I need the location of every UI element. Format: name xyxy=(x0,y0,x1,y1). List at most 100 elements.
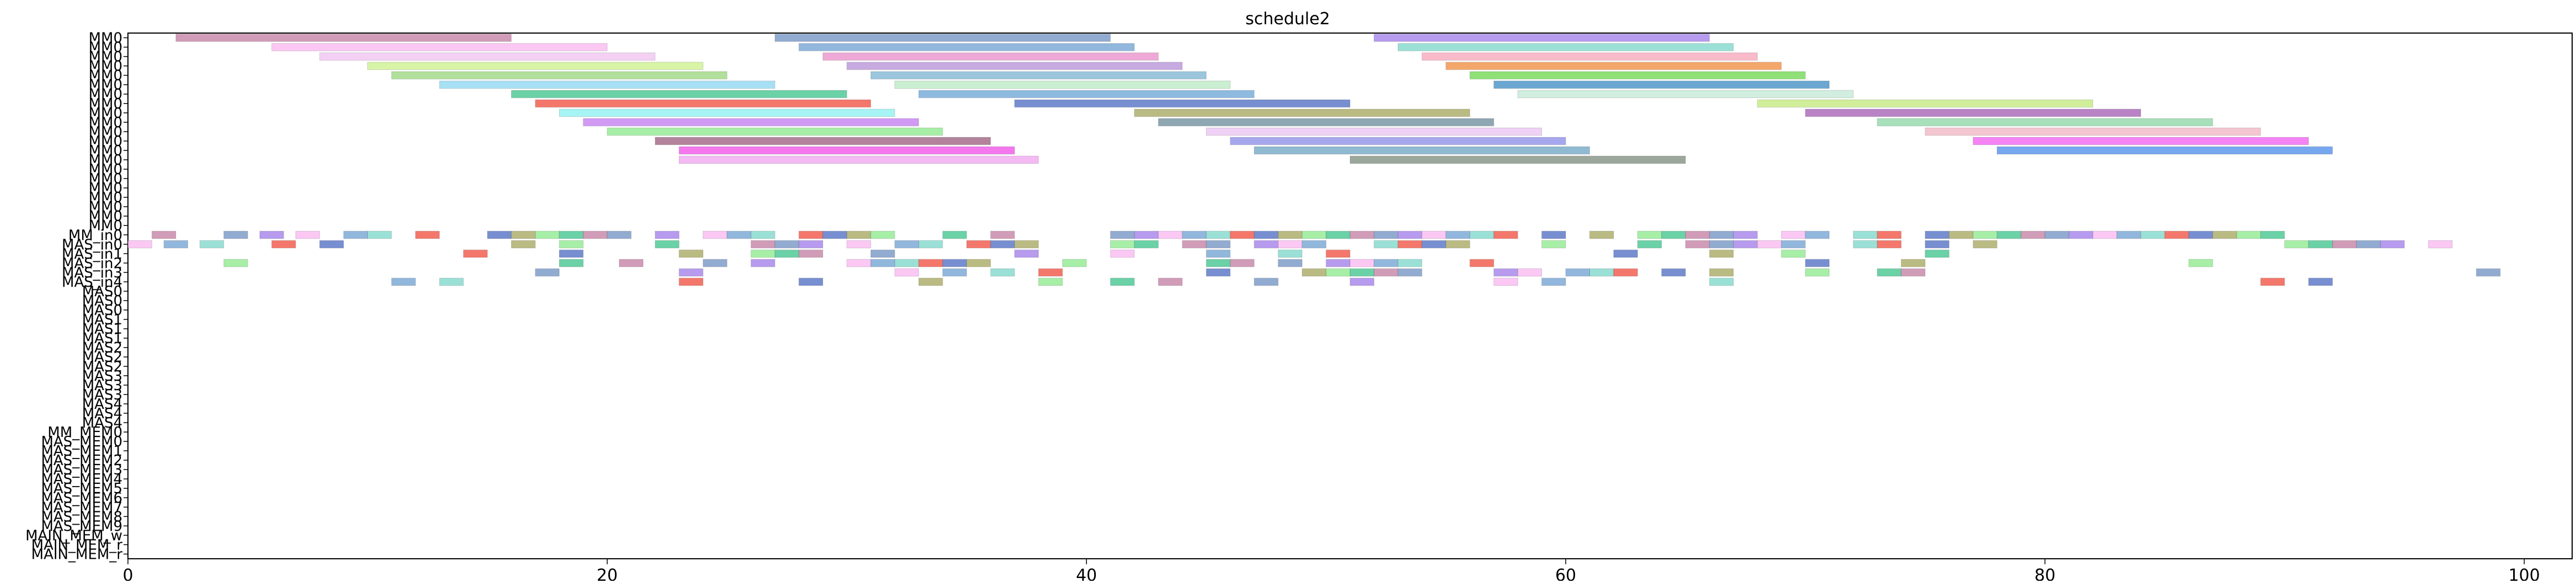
y-tick-label: MM0 xyxy=(89,143,122,159)
y-tick-label: MAS_MEM7 xyxy=(41,499,122,516)
task-bar xyxy=(1445,230,1470,239)
task-bar xyxy=(870,230,895,239)
task-bar xyxy=(1493,230,1518,239)
task-bar xyxy=(2356,240,2381,249)
task-bar xyxy=(1014,250,1039,258)
task-bar xyxy=(1326,268,1351,277)
task-bar xyxy=(1134,230,1159,239)
task-bar xyxy=(1637,240,1662,249)
task-bar xyxy=(1445,62,1782,70)
task-bar xyxy=(1326,250,1351,258)
y-tick-label: MAS_MEM9 xyxy=(41,518,122,535)
task-bar xyxy=(1349,268,1374,277)
task-bar xyxy=(1302,230,1327,239)
task-bar xyxy=(1757,240,1782,249)
task-bar xyxy=(1421,240,1447,249)
y-tick-label: MM0 xyxy=(89,199,122,215)
task-bar xyxy=(1445,240,1470,249)
task-bar xyxy=(942,268,967,277)
task-bar xyxy=(223,230,248,239)
task-bar xyxy=(535,230,560,239)
task-bar xyxy=(703,259,727,267)
y-tick-label: MAS_MEM1 xyxy=(41,443,122,460)
y-tick-label: MAS_MEM2 xyxy=(41,452,122,469)
task-bar xyxy=(1469,230,1495,239)
task-bar xyxy=(271,43,608,51)
task-bar xyxy=(1110,240,1135,249)
x-tick-label: 100 xyxy=(2508,566,2540,581)
y-tick-label: MAS2 xyxy=(82,349,122,366)
task-bar xyxy=(990,268,1015,277)
task-bar xyxy=(1589,268,1614,277)
task-bar xyxy=(1373,240,1399,249)
y-tick-label: MM0 xyxy=(89,152,122,169)
task-bar xyxy=(1517,268,1543,277)
task-bar xyxy=(1973,137,2309,145)
y-tick-label: MM0 xyxy=(89,171,122,187)
task-bar xyxy=(2092,230,2117,239)
y-tick-label: MM0 xyxy=(89,190,122,206)
task-bar xyxy=(319,240,344,249)
task-bar xyxy=(847,230,871,239)
task-bar xyxy=(1230,230,1255,239)
task-bar xyxy=(2260,230,2285,239)
task-bar xyxy=(655,230,679,239)
task-bar xyxy=(918,259,943,267)
y-tick-label: MM0 xyxy=(89,58,122,75)
task-bar xyxy=(1038,278,1063,286)
y-tick-label: MM0 xyxy=(89,133,122,150)
task-bar xyxy=(175,34,512,42)
task-bar xyxy=(1973,240,1997,249)
task-bar xyxy=(2332,240,2357,249)
task-bar xyxy=(1206,250,1231,258)
y-tick-label: MAS0 xyxy=(82,303,122,319)
task-bar xyxy=(2380,240,2405,249)
task-bar xyxy=(2188,259,2213,267)
y-axis-labels: MM0MM0MM0MM0MM0MM0MM0MM0MM0MM0MM0MM0MM0M… xyxy=(25,30,128,563)
task-bar xyxy=(1493,268,1518,277)
task-bar xyxy=(271,240,296,249)
task-bar xyxy=(1565,268,1590,277)
task-bar xyxy=(511,230,536,239)
task-bar xyxy=(559,259,584,267)
y-tick-label: MM0 xyxy=(89,124,122,141)
task-bar xyxy=(1613,250,1638,258)
y-tick-label: MAS3 xyxy=(82,387,122,403)
task-bar xyxy=(1925,230,1950,239)
task-bar xyxy=(1805,230,1830,239)
task-bar xyxy=(1493,80,1830,89)
task-bar xyxy=(1805,109,2141,117)
y-tick-label: MM0 xyxy=(89,218,122,234)
bars-layer xyxy=(127,34,2501,286)
task-bar xyxy=(2069,230,2093,239)
task-bar xyxy=(1014,240,1039,249)
task-bar xyxy=(1781,250,1806,258)
task-bar xyxy=(163,240,189,249)
task-bar xyxy=(655,137,991,145)
task-bar xyxy=(1278,250,1303,258)
y-tick-label: MAS_MEM6 xyxy=(41,490,122,506)
y-tick-label: MM_in0 xyxy=(68,227,122,244)
task-bar xyxy=(607,127,943,136)
task-bar xyxy=(1062,259,1087,267)
task-bar xyxy=(751,259,775,267)
task-bar xyxy=(1206,127,1543,136)
task-bar xyxy=(1349,230,1374,239)
task-bar xyxy=(1158,278,1183,286)
task-bar xyxy=(511,90,848,99)
task-bar xyxy=(1852,230,1878,239)
task-bar xyxy=(870,71,1207,79)
task-bar xyxy=(1421,52,1758,61)
task-bar xyxy=(1397,240,1422,249)
task-bar xyxy=(127,240,152,249)
task-bar xyxy=(990,240,1015,249)
y-tick-label: MM_MEM0 xyxy=(47,424,122,441)
task-bar xyxy=(391,278,416,286)
task-bar xyxy=(1661,230,1686,239)
task-bar xyxy=(942,259,967,267)
y-tick-label: MAS3 xyxy=(82,377,122,394)
task-bar xyxy=(1925,250,1950,258)
task-bar xyxy=(559,230,584,239)
y-tick-label: MAS0 xyxy=(82,293,122,310)
